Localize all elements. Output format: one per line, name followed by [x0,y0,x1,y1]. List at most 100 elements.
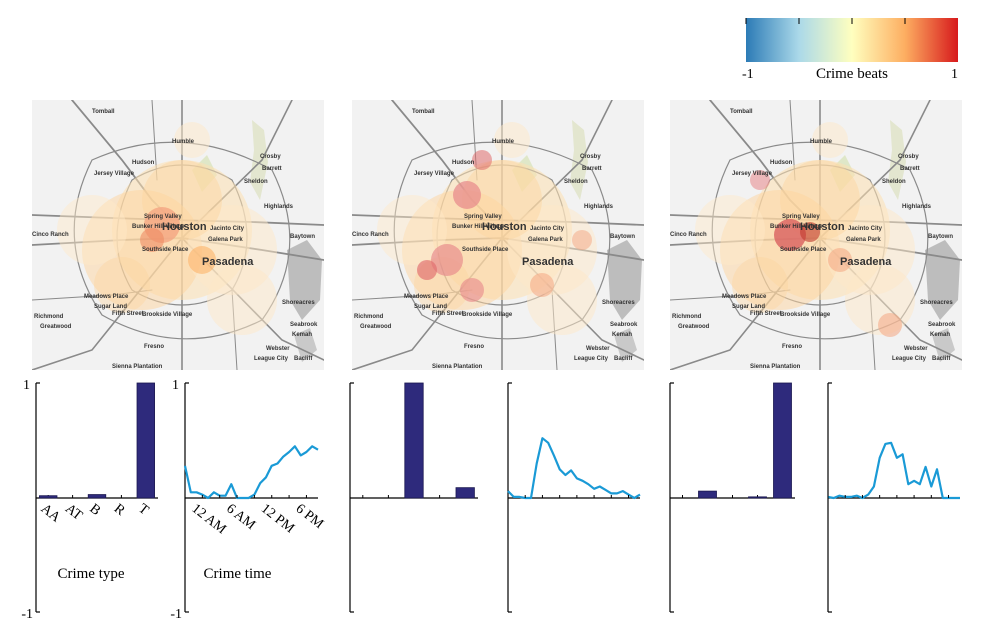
map-place-label: Shoreacres [602,300,635,306]
heat-hotspot [530,273,554,297]
series-line [827,441,960,500]
y-tick-label-top: 1 [172,378,179,393]
bar [698,490,717,499]
y-tick-label-bottom: -1 [21,607,33,622]
map-1: Tomball Humble Crosby Barrett Sheldon Hudson J… [32,100,324,370]
heat-region [402,190,522,310]
charts: 1 -1 AA AT B R T Crime type 1 -1 12 AM6 AM 12 PM6 P… [21,378,960,622]
map-place-label: Jersey Village [732,171,773,177]
map-place-label: Sienna Plantation [432,364,483,370]
map-place-label: Pasadena [840,256,892,268]
x-tick-label: R [111,501,128,519]
map-place-label: Pasadena [522,256,574,268]
heat-region [695,195,765,265]
map-place-label: Kemah [612,332,632,338]
map-place-label: Highlands [264,204,294,210]
map-place-label: Galena Park [208,237,243,243]
bar [748,496,767,499]
map-place-label: Barrett [900,166,920,172]
map-place-label: Bunker Hill Village [132,224,185,230]
map-place-label: Richmond [34,314,64,320]
map-place-label: Crosby [580,154,601,160]
map-place-label: Baytown [928,234,953,240]
map-place-label: Sugar Land [94,304,127,310]
map-place-label: Kemah [930,332,950,338]
map-place-label: Jacinto City [530,226,565,232]
map-place-label: Shoreacres [282,300,315,306]
heat-region [720,190,840,310]
map-place-label: Meadows Place [722,294,767,300]
map-place-label: Webster [586,346,610,352]
map-place-label: Sienna Plantation [750,364,801,370]
map-place-label: Southside Place [780,247,827,253]
map-place-label: Brookside Village [142,312,193,318]
map-place-label: League City [254,356,289,362]
map-place-label: Webster [904,346,928,352]
x-axis-label: Crime type [57,566,124,582]
series-line [507,437,641,500]
heat-region [732,257,788,313]
map-place-label: Manvel [492,372,513,378]
map-place-label: Richmond [672,314,702,320]
map-place-label: Baytown [610,234,635,240]
heat-hotspot [828,248,852,272]
colorbar: -1 Crime beats 1 [742,18,958,82]
map-place-label: Seabrook [290,322,318,328]
x-tick-label: 6 AM [223,501,258,533]
map-place-label: Bacliff [932,356,951,362]
map-place-label: Hudson [132,160,155,166]
map-place-label: Fifth Street [112,311,144,317]
map-place-label: Spring Valley [782,214,820,220]
map-place-label: Sugar Land [732,304,765,310]
heat-region [812,122,848,158]
heat-hotspot [417,260,437,280]
heat-hotspot [572,230,592,250]
map-place-label: Brookside Village [462,312,513,318]
heat-region [57,195,127,265]
heat-hotspot [453,181,481,209]
x-tick-label: AT [62,501,85,524]
bar [136,382,155,499]
y-tick-label-top: 1 [23,378,30,393]
map-place-label: Barrett [582,166,602,172]
map-place-label: Webster [266,346,290,352]
map-place-label: Greatwood [40,324,72,330]
map-place-label: Fifth Street [750,311,782,317]
map-place-label: Crosby [260,154,281,160]
heat-region [494,122,530,158]
x-axis-label: Crime time [204,566,272,582]
heat-region [780,160,860,240]
map-place-label: Spring Valley [464,214,502,220]
heat-hotspot [878,313,902,337]
map-place-label: Hudson [770,160,793,166]
line-chart-panel-2 [507,382,641,613]
map-place-label: Bunker Hill Village [770,224,823,230]
map-place-label: Meadows Place [84,294,129,300]
heat-hotspot [472,150,492,170]
map-place-label: Seabrook [610,322,638,328]
heat-hotspot [188,246,216,274]
heat-region [207,265,277,335]
map-place-label: League City [574,356,609,362]
map-place-label: Sheldon [882,179,906,185]
map-place-label: Houston [800,221,845,233]
map-place-label: Brookside Village [780,312,831,318]
map-place-label: Fresno [464,344,484,350]
map-place-label: Bunker Hill Village [452,224,505,230]
series-line [183,445,319,500]
map-place-label: Southside Place [142,247,189,253]
map-place-label: Jersey Village [94,171,135,177]
maps: Tomball Humble Crosby Barrett Sheldon Hudson J… [32,100,962,378]
bar-chart-panel-3 [669,382,795,613]
map-place-label: Cinco Ranch [352,232,389,238]
map-place-label: Hudson [452,160,475,166]
bar [404,382,424,499]
map-place-label: Fresno [782,344,802,350]
x-tick-label: 12 AM [189,501,230,537]
map-place-label: Tomball [730,109,753,115]
map-place-label: Baytown [290,234,315,240]
map-place-label: Houston [162,221,207,233]
line-chart-panel-3 [827,382,960,613]
colorbar-title: Crime beats [816,66,888,82]
map-place-label: Galena Park [846,237,881,243]
